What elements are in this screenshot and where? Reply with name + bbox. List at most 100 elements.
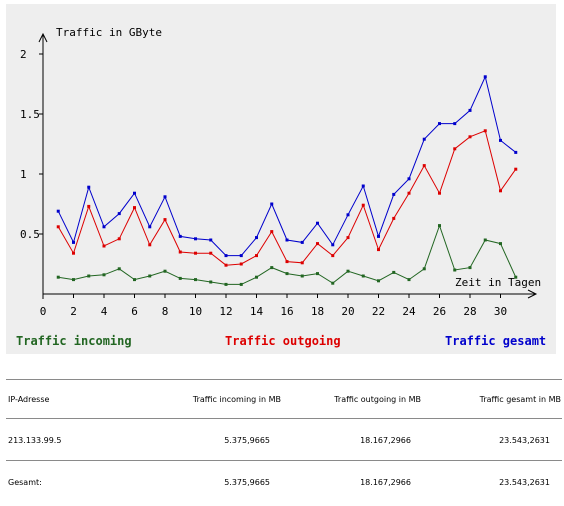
data-point xyxy=(468,266,472,270)
data-point xyxy=(499,189,502,193)
data-point xyxy=(194,278,197,282)
total-gesamt: 23.543,2631 xyxy=(499,478,550,487)
chart-axes xyxy=(38,32,538,299)
data-point xyxy=(468,135,472,139)
data-point xyxy=(56,209,60,213)
x-tick-label: 2 xyxy=(70,305,77,318)
data-point xyxy=(224,282,228,286)
data-point xyxy=(285,272,289,276)
data-point xyxy=(87,204,91,208)
x-tick-label: 30 xyxy=(494,305,507,318)
data-point xyxy=(422,267,426,271)
data-point xyxy=(422,137,426,141)
x-tick-label: 8 xyxy=(162,305,169,318)
data-point xyxy=(361,203,365,207)
data-point xyxy=(270,230,274,234)
legend-outgoing: Traffic outgoing xyxy=(225,334,341,348)
data-point xyxy=(117,237,121,241)
data-point xyxy=(300,240,304,244)
legend-incoming: Traffic incoming xyxy=(16,334,132,348)
data-point xyxy=(300,274,304,278)
data-point xyxy=(56,275,60,279)
series-traffic-gesamt xyxy=(56,75,518,258)
data-point xyxy=(331,254,335,258)
total-outgoing: 18.167,2966 xyxy=(360,478,411,487)
data-point xyxy=(270,202,274,206)
data-point xyxy=(331,243,335,247)
y-tick-label: 1.5 xyxy=(20,108,40,121)
x-tick-label: 16 xyxy=(280,305,293,318)
data-point xyxy=(117,212,121,216)
x-tick-label: 0 xyxy=(40,305,47,318)
series-line-traffic-gesamt xyxy=(57,75,517,257)
x-tick-label: 18 xyxy=(311,305,324,318)
data-point xyxy=(316,272,319,276)
x-axis-arrow xyxy=(527,289,538,299)
data-point xyxy=(178,250,182,254)
data-point xyxy=(483,238,487,242)
x-tick-label: 6 xyxy=(131,305,138,318)
x-tick-label: 14 xyxy=(250,305,264,318)
x-axis-label: Zeit in Tagen xyxy=(455,276,541,289)
x-tick-label: 24 xyxy=(402,305,416,318)
header-ip: IP-Adresse xyxy=(8,395,50,404)
row-outgoing: 18.167,2966 xyxy=(360,436,411,445)
data-point xyxy=(102,273,106,277)
data-point xyxy=(255,254,258,258)
y-tick-label: 1 xyxy=(20,168,27,181)
total-incoming: 5.375,9665 xyxy=(224,478,270,487)
data-point xyxy=(377,248,380,252)
data-point xyxy=(148,274,152,278)
table-divider xyxy=(6,379,562,380)
data-point xyxy=(270,266,274,270)
data-point xyxy=(148,243,152,247)
data-point xyxy=(438,191,441,195)
y-axis-label: Traffic in GByte xyxy=(56,26,162,39)
data-point xyxy=(163,269,167,273)
data-point xyxy=(422,164,426,168)
chart-series xyxy=(56,75,518,286)
data-point xyxy=(72,240,75,244)
header-outgoing: Traffic outgoing in MB xyxy=(334,395,421,404)
data-point xyxy=(239,262,243,266)
data-point xyxy=(438,122,441,126)
data-point xyxy=(72,278,75,282)
data-point xyxy=(514,150,518,154)
data-point xyxy=(133,206,136,210)
y-axis-arrow xyxy=(38,32,48,43)
data-point xyxy=(56,225,60,229)
data-point xyxy=(438,224,441,228)
data-point xyxy=(133,191,136,195)
row-gesamt: 23.543,2631 xyxy=(499,436,550,445)
data-point xyxy=(209,251,213,255)
series-line-traffic-incoming xyxy=(58,224,517,285)
data-point xyxy=(331,281,335,285)
data-point xyxy=(255,275,258,279)
x-tick-label: 28 xyxy=(463,305,476,318)
data-point xyxy=(453,147,457,151)
data-point xyxy=(407,191,411,195)
data-point xyxy=(392,216,396,220)
chart-panel: 0 2 4 6 8 10 12 14 16 18 20 22 24 26 28 30 0.5 1 1.5 2 Traf… xyxy=(6,4,556,354)
data-point xyxy=(499,242,502,246)
data-point xyxy=(514,167,518,171)
data-point xyxy=(87,185,91,189)
data-point xyxy=(499,138,502,142)
data-point xyxy=(239,254,243,258)
x-tick-label: 22 xyxy=(372,305,385,318)
data-point xyxy=(209,238,213,242)
x-tick-label: 20 xyxy=(341,305,354,318)
data-point xyxy=(102,244,106,248)
data-point xyxy=(453,122,457,126)
data-point xyxy=(148,225,152,229)
data-point xyxy=(483,129,487,133)
series-traffic-incoming xyxy=(56,224,518,286)
data-point xyxy=(392,192,396,196)
data-point xyxy=(316,221,319,225)
data-point xyxy=(483,75,487,79)
data-point xyxy=(72,251,75,255)
data-point xyxy=(239,282,243,286)
data-point xyxy=(407,177,411,181)
data-point xyxy=(346,213,350,217)
x-tick-label: 4 xyxy=(101,305,108,318)
